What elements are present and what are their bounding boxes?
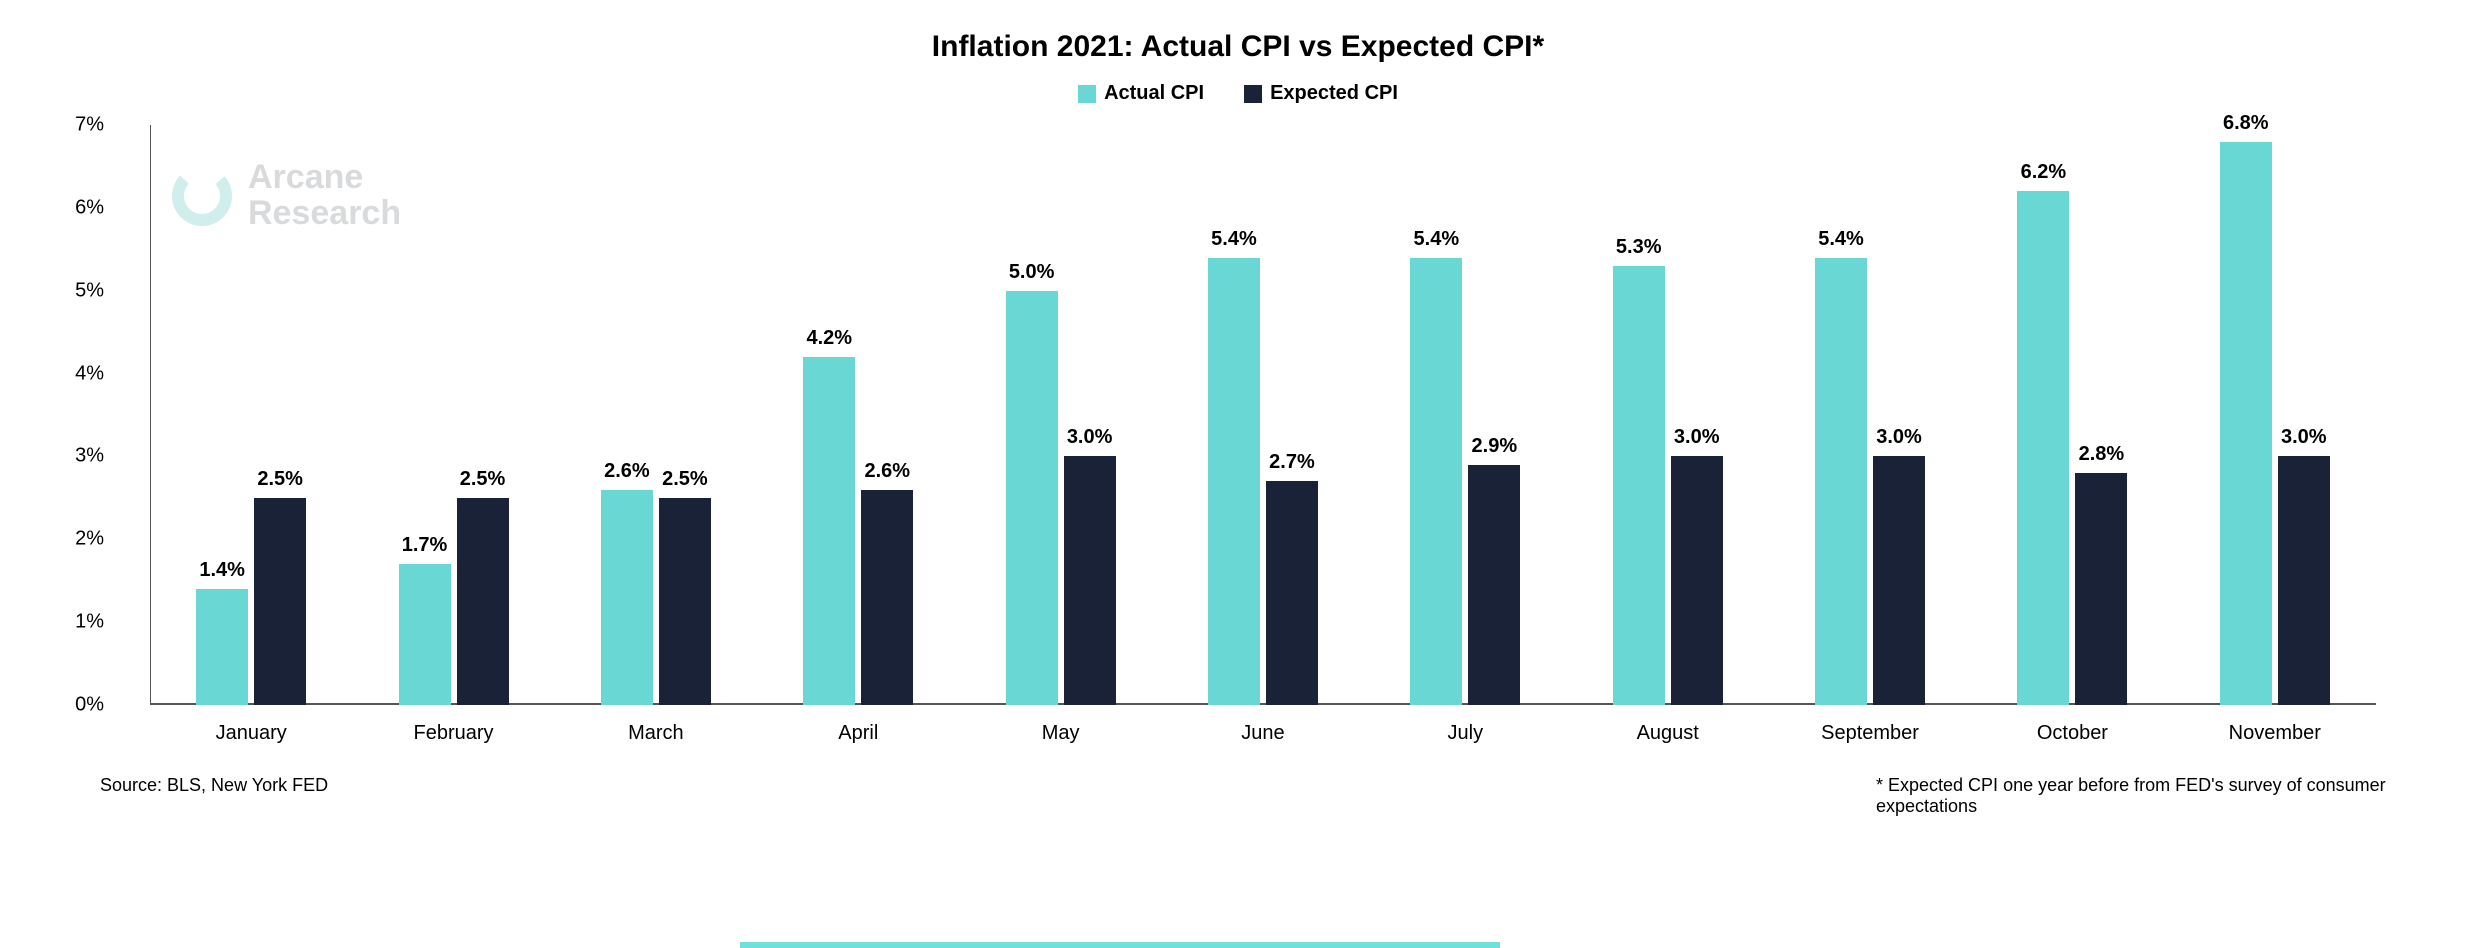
legend-swatch-actual xyxy=(1078,85,1096,103)
expected-cpi-bar: 2.6% xyxy=(861,490,913,705)
expected-cpi-bar: 2.5% xyxy=(254,498,306,705)
y-tick: 1% xyxy=(75,611,104,634)
actual-cpi-bar: 5.3% xyxy=(1613,266,1665,705)
expected-cpi-bar: 3.0% xyxy=(2278,456,2330,705)
actual-cpi-bar: 1.7% xyxy=(399,564,451,705)
bar-group: 5.4%2.9% xyxy=(1364,125,1566,705)
x-tick-label: July xyxy=(1364,712,1566,745)
actual-cpi-bar: 5.4% xyxy=(1815,258,1867,705)
bar-group: 5.4%3.0% xyxy=(1769,125,1971,705)
source-text: Source: BLS, New York FED xyxy=(100,775,328,817)
y-tick: 3% xyxy=(75,445,104,468)
actual-cpi-bar: 5.0% xyxy=(1006,291,1058,705)
bar-value-label: 2.5% xyxy=(460,468,506,491)
expected-cpi-bar: 2.7% xyxy=(1266,481,1318,705)
x-tick-label: September xyxy=(1769,712,1971,745)
bar-value-label: 3.0% xyxy=(1876,426,1922,449)
expected-cpi-bar: 2.8% xyxy=(2075,473,2127,705)
actual-cpi-bar: 2.6% xyxy=(601,490,653,705)
actual-cpi-bar: 4.2% xyxy=(803,357,855,705)
bar-group: 5.3%3.0% xyxy=(1567,125,1769,705)
expected-cpi-bar: 2.5% xyxy=(659,498,711,705)
y-tick: 4% xyxy=(75,362,104,385)
bar-value-label: 5.0% xyxy=(1009,261,1055,284)
y-axis: 0%1%2%3%4%5%6%7% xyxy=(60,125,110,705)
actual-cpi-bar: 1.4% xyxy=(196,589,248,705)
chart-area: 0%1%2%3%4%5%6%7% 1.4%2.5%1.7%2.5%2.6%2.5… xyxy=(110,125,2396,745)
bar-value-label: 2.6% xyxy=(864,460,910,483)
actual-cpi-bar: 6.8% xyxy=(2220,142,2272,705)
bar-groups: 1.4%2.5%1.7%2.5%2.6%2.5%4.2%2.6%5.0%3.0%… xyxy=(150,125,2376,705)
bar-value-label: 2.8% xyxy=(2079,443,2125,466)
legend-label-expected: Expected CPI xyxy=(1270,82,1398,105)
x-tick-label: April xyxy=(757,712,959,745)
x-tick-label: February xyxy=(352,712,554,745)
bar-value-label: 3.0% xyxy=(1674,426,1720,449)
bottom-accent-bar xyxy=(740,942,1500,948)
bar-value-label: 6.8% xyxy=(2223,112,2269,135)
bar-group: 6.2%2.8% xyxy=(1971,125,2173,705)
expected-cpi-bar: 3.0% xyxy=(1671,456,1723,705)
bar-value-label: 2.5% xyxy=(662,468,708,491)
footnote-text: * Expected CPI one year before from FED'… xyxy=(1876,775,2396,817)
y-tick: 0% xyxy=(75,694,104,717)
bar-value-label: 3.0% xyxy=(1067,426,1113,449)
bar-group: 4.2%2.6% xyxy=(757,125,959,705)
x-tick-label: May xyxy=(959,712,1161,745)
bar-value-label: 1.4% xyxy=(199,559,245,582)
bar-group: 6.8%3.0% xyxy=(2174,125,2376,705)
expected-cpi-bar: 3.0% xyxy=(1873,456,1925,705)
y-tick: 2% xyxy=(75,528,104,551)
x-axis-labels: JanuaryFebruaryMarchAprilMayJuneJulyAugu… xyxy=(150,712,2376,745)
bar-value-label: 4.2% xyxy=(806,327,852,350)
legend-swatch-expected xyxy=(1244,85,1262,103)
y-tick: 7% xyxy=(75,114,104,137)
y-tick: 5% xyxy=(75,279,104,302)
x-tick-label: November xyxy=(2174,712,2376,745)
bar-value-label: 2.9% xyxy=(1472,435,1518,458)
x-tick-label: October xyxy=(1971,712,2173,745)
legend-item-actual: Actual CPI xyxy=(1078,82,1204,105)
bar-value-label: 2.7% xyxy=(1269,451,1315,474)
bar-value-label: 2.6% xyxy=(604,460,650,483)
footer: Source: BLS, New York FED * Expected CPI… xyxy=(100,775,2396,817)
bar-value-label: 6.2% xyxy=(2021,161,2067,184)
bar-value-label: 5.4% xyxy=(1818,228,1864,251)
bar-value-label: 2.5% xyxy=(257,468,303,491)
chart-title: Inflation 2021: Actual CPI vs Expected C… xyxy=(40,30,2436,64)
legend-label-actual: Actual CPI xyxy=(1104,82,1204,105)
x-tick-label: August xyxy=(1567,712,1769,745)
bar-group: 5.0%3.0% xyxy=(959,125,1161,705)
x-tick-label: March xyxy=(555,712,757,745)
bar-value-label: 5.4% xyxy=(1414,228,1460,251)
expected-cpi-bar: 2.9% xyxy=(1468,465,1520,705)
legend-item-expected: Expected CPI xyxy=(1244,82,1398,105)
y-tick: 6% xyxy=(75,196,104,219)
actual-cpi-bar: 5.4% xyxy=(1208,258,1260,705)
expected-cpi-bar: 3.0% xyxy=(1064,456,1116,705)
actual-cpi-bar: 5.4% xyxy=(1410,258,1462,705)
expected-cpi-bar: 2.5% xyxy=(457,498,509,705)
x-tick-label: January xyxy=(150,712,352,745)
actual-cpi-bar: 6.2% xyxy=(2017,191,2069,705)
bar-value-label: 1.7% xyxy=(402,534,448,557)
bar-group: 1.4%2.5% xyxy=(150,125,352,705)
bar-group: 5.4%2.7% xyxy=(1162,125,1364,705)
bar-value-label: 3.0% xyxy=(2281,426,2327,449)
legend: Actual CPI Expected CPI xyxy=(40,82,2436,105)
bar-group: 2.6%2.5% xyxy=(555,125,757,705)
x-tick-label: June xyxy=(1162,712,1364,745)
bar-value-label: 5.3% xyxy=(1616,236,1662,259)
bar-group: 1.7%2.5% xyxy=(352,125,554,705)
bar-value-label: 5.4% xyxy=(1211,228,1257,251)
